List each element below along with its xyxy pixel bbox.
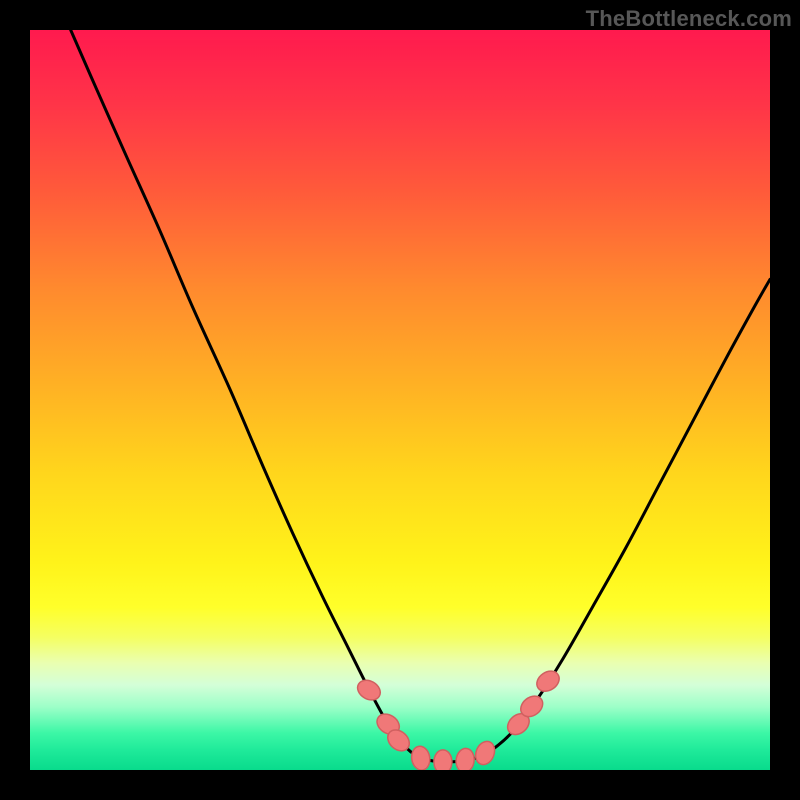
gradient-background [30,30,770,770]
plot-area [30,30,770,770]
trough-marker [434,750,452,770]
chart-frame: TheBottleneck.com [0,0,800,800]
chart-svg [30,30,770,770]
watermark-text: TheBottleneck.com [586,6,792,32]
